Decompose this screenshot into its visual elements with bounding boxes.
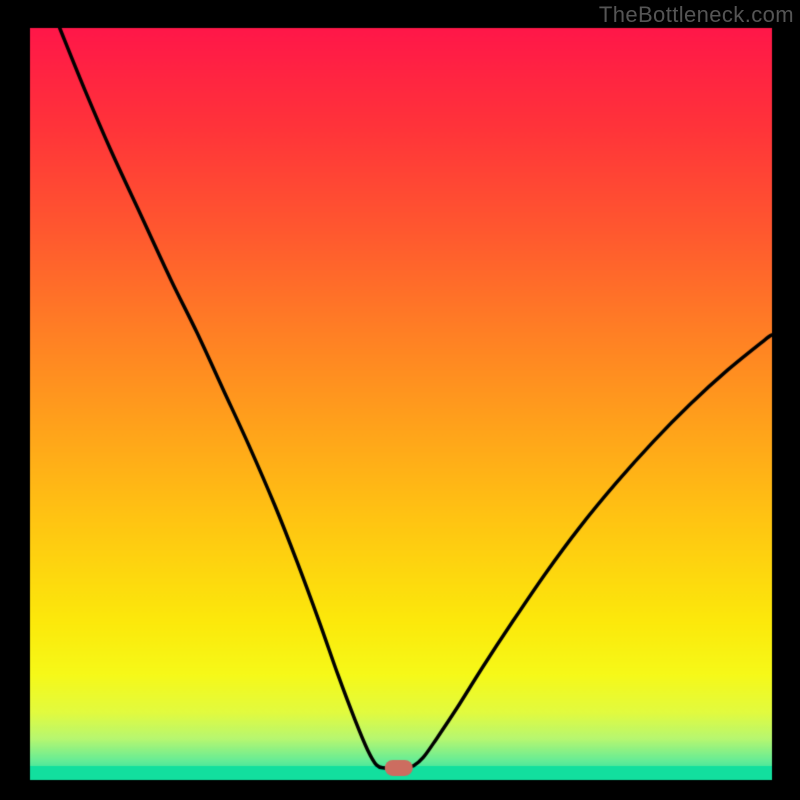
plot-area <box>0 0 800 800</box>
bottleneck-chart-canvas <box>0 0 800 800</box>
chart-container: TheBottleneck.com <box>0 0 800 800</box>
watermark-text: TheBottleneck.com <box>599 2 794 28</box>
